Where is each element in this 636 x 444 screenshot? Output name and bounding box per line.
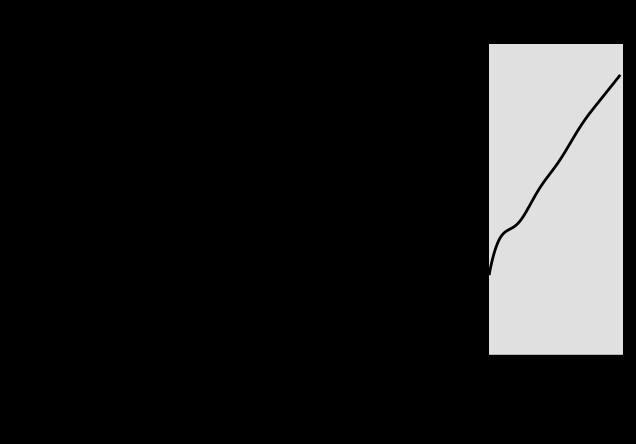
Bar — [489, 44, 623, 355]
Text: Forecast
period: Forecast period — [525, 402, 584, 434]
